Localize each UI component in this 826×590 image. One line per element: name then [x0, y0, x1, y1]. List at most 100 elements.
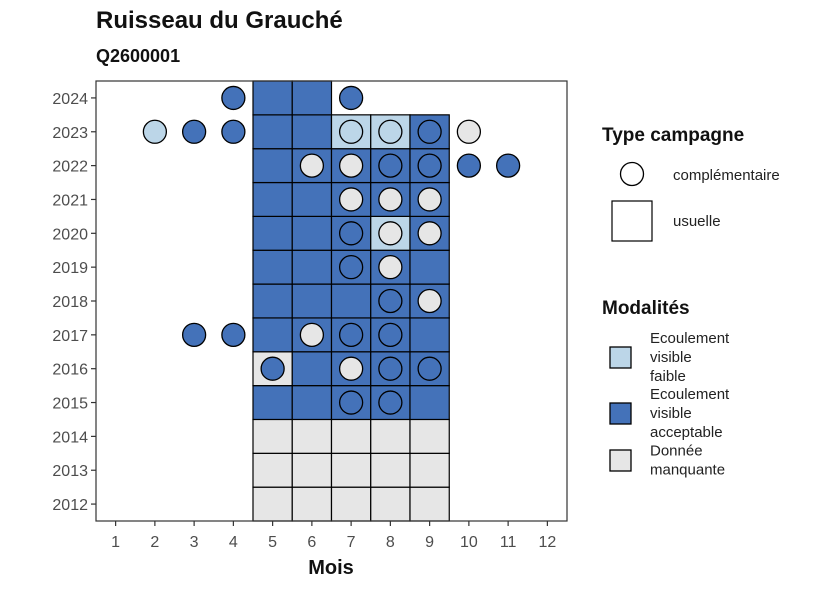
- complementaire-point-2023-2: [142, 119, 168, 144]
- complementaire-point-2021-7: [338, 187, 364, 212]
- y-tick-label-2021: 2021: [52, 192, 88, 209]
- legend-label-complementaire: complémentaire: [673, 167, 780, 184]
- y-tick-label-2019: 2019: [52, 260, 88, 277]
- complementaire-point-2023-3: [181, 119, 207, 144]
- x-tick-label-11: 11: [500, 534, 517, 551]
- y-axis: 2012 2013 2014 2015 2016 2017 2018 2019 2020 2021…: [52, 91, 96, 514]
- x-tick-label-10: 10: [460, 534, 478, 551]
- usuelle-cell-2013-7: [330, 452, 372, 488]
- y-tick-label-2017: 2017: [52, 328, 88, 345]
- y-tick-label-2013: 2013: [52, 463, 88, 480]
- plot-border: [95, 80, 568, 522]
- usuelle-cell-2017-9: [409, 317, 450, 353]
- complementaire-point-2022-8: [378, 153, 403, 178]
- x-tick-label-6: 6: [307, 534, 316, 551]
- complementaire-point-2023-8: [378, 119, 403, 144]
- x-tick-label-3: 3: [190, 534, 199, 551]
- complementaire-point-2018-9: [417, 288, 442, 314]
- usuelle-cell-2024-5: [252, 80, 293, 116]
- complementaire-point-2020-7: [338, 221, 364, 246]
- usuelle-cell-2024-6: [291, 80, 333, 116]
- complementaire-point-2022-7: [338, 153, 364, 178]
- complementaire-point-2016-7: [338, 356, 364, 381]
- complementaire-point-2023-7: [338, 119, 364, 144]
- legend-type-campagne: Type campagne complémentaire usuelle: [602, 125, 780, 242]
- usuelle-cell-2013-8: [370, 452, 411, 488]
- y-tick-label-2024: 2024: [52, 91, 88, 108]
- legend-label-manquante: Donnée manquante: [650, 443, 725, 479]
- complementaire-point-2016-5: [260, 356, 285, 381]
- complementaire-point-2023-10: [456, 119, 482, 144]
- usuelle-cell-2023-5: [252, 114, 293, 150]
- usuelle-cell-2018-5: [252, 283, 293, 319]
- legend-swatch-manquante: [609, 449, 632, 472]
- x-tick-label-12: 12: [538, 534, 556, 551]
- x-tick-label-5: 5: [268, 534, 277, 551]
- complementaire-point-2023-4: [221, 119, 246, 144]
- complementaire-point-2017-4: [221, 322, 246, 347]
- legend-type-title: Type campagne: [602, 125, 744, 146]
- usuelle-cell-2013-9: [409, 452, 450, 488]
- x-tick-label-2: 2: [150, 534, 159, 551]
- usuelle-cell-2023-6: [291, 114, 333, 150]
- usuelle-cell-2020-5: [252, 215, 293, 251]
- usuelle-cells: [252, 80, 450, 522]
- usuelle-cell-2012-9: [409, 486, 450, 522]
- x-axis: 1 2 3 4 5 6 7 8 9 10 11 12: [111, 521, 556, 551]
- usuelle-cell-2021-6: [291, 181, 333, 217]
- complementaire-point-2020-8: [378, 221, 403, 246]
- complementaire-point-2023-9: [417, 119, 442, 144]
- legend-label-faible: Ecoulement visible faible: [650, 330, 730, 385]
- complementaire-point-2017-6: [299, 322, 325, 347]
- usuelle-cell-2022-5: [252, 148, 293, 184]
- chart-subtitle: Q2600001: [96, 46, 181, 66]
- y-tick-label-2016: 2016: [52, 362, 88, 379]
- y-tick-label-2023: 2023: [52, 125, 88, 142]
- chart-title: Ruisseau du Grauché: [96, 7, 343, 34]
- usuelle-cell-2019-9: [409, 249, 450, 285]
- complementaire-point-2016-8: [378, 356, 403, 381]
- complementaire-points: [142, 85, 521, 415]
- complementaire-point-2022-10: [456, 153, 482, 178]
- usuelle-cell-2021-5: [252, 181, 293, 217]
- complementaire-point-2024-4: [221, 85, 246, 111]
- y-tick-label-2015: 2015: [52, 396, 88, 413]
- legend-modalites: Modalités Ecoulement visible faibleEcouleme…: [602, 298, 730, 479]
- y-tick-label-2018: 2018: [52, 294, 88, 311]
- complementaire-point-2015-8: [378, 390, 403, 415]
- usuelle-cell-2019-6: [291, 249, 333, 285]
- usuelle-cell-2014-8: [370, 418, 411, 454]
- usuelle-cell-2019-5: [252, 249, 293, 285]
- x-tick-label-4: 4: [229, 534, 238, 551]
- complementaire-point-2022-9: [417, 153, 442, 178]
- usuelle-cell-2014-6: [291, 418, 333, 454]
- usuelle-cell-2014-7: [330, 418, 372, 454]
- usuelle-cell-2012-6: [291, 486, 333, 522]
- complementaire-point-2015-7: [338, 390, 364, 415]
- complementaire-point-2016-9: [417, 356, 442, 381]
- usuelle-cell-2013-5: [252, 452, 293, 488]
- legend-key-complementaire: [619, 161, 645, 187]
- usuelle-cell-2016-6: [291, 351, 333, 387]
- x-tick-label-8: 8: [386, 534, 395, 551]
- usuelle-cell-2020-6: [291, 215, 333, 251]
- y-tick-label-2020: 2020: [52, 226, 88, 243]
- usuelle-cell-2018-6: [291, 283, 333, 319]
- complementaire-point-2019-8: [378, 255, 403, 280]
- complementaire-point-2024-7: [338, 85, 364, 111]
- x-tick-label-1: 1: [111, 534, 120, 551]
- usuelle-cell-2018-7: [330, 283, 372, 319]
- complementaire-point-2021-9: [417, 187, 442, 212]
- usuelle-cell-2015-5: [252, 385, 293, 421]
- complementaire-point-2018-8: [378, 288, 403, 314]
- x-tick-label-9: 9: [425, 534, 434, 551]
- complementaire-point-2022-6: [299, 153, 325, 178]
- complementaire-point-2019-7: [338, 255, 364, 280]
- usuelle-cell-2012-8: [370, 486, 411, 522]
- complementaire-point-2017-8: [378, 322, 403, 347]
- legend-label-usuelle: usuelle: [673, 213, 721, 230]
- usuelle-cell-2014-5: [252, 418, 293, 454]
- usuelle-cell-2013-6: [291, 452, 333, 488]
- complementaire-point-2017-3: [181, 322, 207, 347]
